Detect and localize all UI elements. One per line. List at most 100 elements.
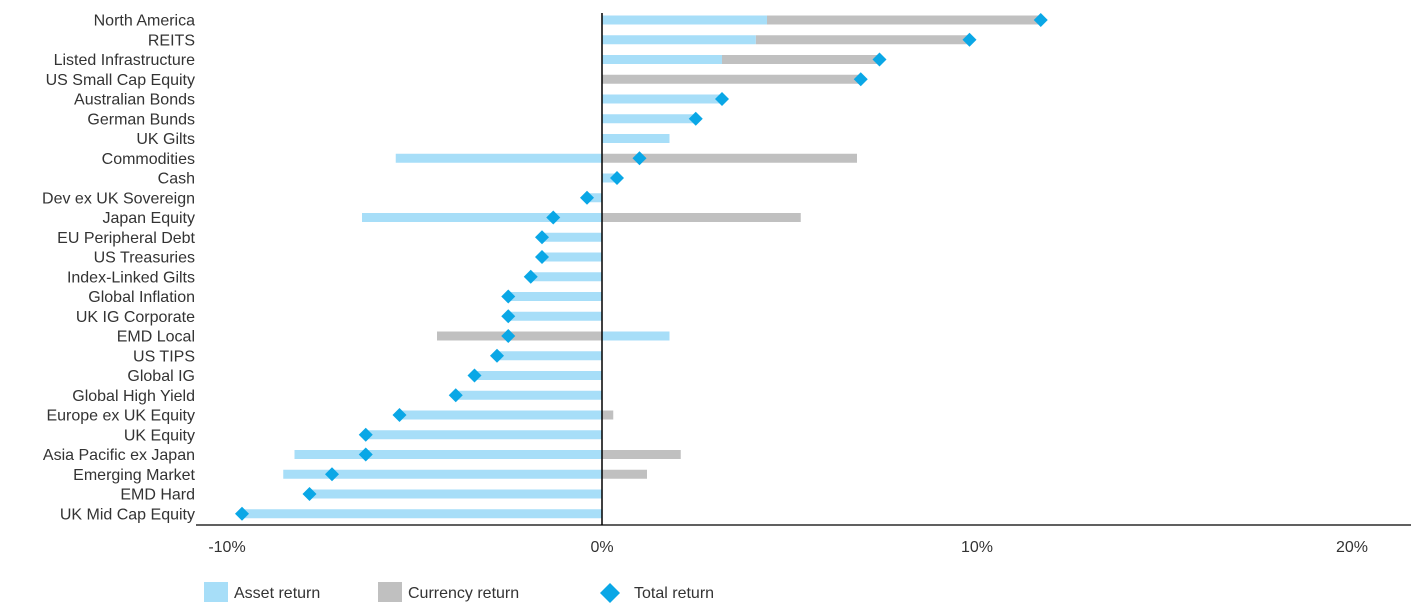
legend-currency-label: Currency return <box>408 585 519 602</box>
asset-bar <box>309 489 602 499</box>
category-label: Cash <box>158 171 195 188</box>
currency-bar <box>767 15 1041 25</box>
category-label: UK Mid Cap Equity <box>60 506 195 523</box>
category-label: Australian Bonds <box>74 92 195 109</box>
category-label: German Bunds <box>87 111 195 128</box>
category-label: EMD Local <box>117 329 195 346</box>
asset-bar <box>602 15 767 25</box>
category-label: Global High Yield <box>72 388 195 405</box>
asset-bar <box>602 134 670 143</box>
total-return-marker <box>523 269 538 284</box>
total-return-marker <box>535 230 549 245</box>
asset-bars <box>242 15 767 519</box>
category-label: EMD Hard <box>120 487 195 504</box>
category-label: Global IG <box>127 368 195 385</box>
category-label: UK Equity <box>124 427 195 444</box>
total-return-marker <box>853 72 868 87</box>
total-return-marker <box>610 171 624 185</box>
currency-bar <box>602 450 681 459</box>
asset-bar <box>530 272 602 282</box>
asset-bar <box>497 351 602 361</box>
total-return-marker <box>715 92 729 106</box>
asset-bar <box>508 311 602 321</box>
category-label: Global Inflation <box>88 289 195 306</box>
total-return-marker <box>580 190 594 205</box>
total-return-marker <box>632 151 647 166</box>
category-label: Index-Linked Gilts <box>67 269 195 286</box>
asset-bar <box>474 371 602 380</box>
currency-bars <box>437 15 1041 479</box>
total-return-marker <box>490 348 504 363</box>
asset-bar <box>365 430 602 440</box>
asset-bar <box>602 55 722 64</box>
legend-currency-swatch <box>378 582 402 602</box>
x-tick-label: 10% <box>961 539 993 556</box>
total-return-marker <box>501 289 516 304</box>
category-label: US TIPS <box>133 348 195 365</box>
category-label: Dev ex UK Sovereign <box>42 190 195 207</box>
total-return-marker <box>872 52 887 67</box>
total-return-marker <box>467 368 482 383</box>
currency-bar <box>437 331 602 341</box>
x-tick-label: 0% <box>590 539 613 556</box>
total-return-marker <box>688 111 703 126</box>
total-return-marker <box>448 388 463 403</box>
currency-bar <box>602 74 861 84</box>
asset-bar <box>602 35 756 45</box>
legend: Asset return Currency return Total retur… <box>204 582 714 603</box>
total-return-marker <box>235 506 249 521</box>
asset-bar <box>542 252 602 262</box>
asset-bar <box>602 173 617 183</box>
legend-asset-label: Asset return <box>234 585 320 602</box>
category-label: EU Peripheral Debt <box>57 230 195 247</box>
x-tick-labels: -10% 0% 10% 20% <box>208 539 1368 556</box>
legend-asset-swatch <box>204 582 228 602</box>
category-label: Emerging Market <box>73 467 195 484</box>
asset-bar <box>283 469 602 479</box>
category-label: UK IG Corporate <box>76 309 195 326</box>
category-label: US Treasuries <box>94 250 195 267</box>
total-return-marker <box>501 309 516 324</box>
asset-bar <box>242 509 602 519</box>
total-return-marker <box>501 329 516 343</box>
asset-bar <box>395 153 602 163</box>
total-return-marker <box>1033 13 1048 27</box>
x-tick-label: 20% <box>1336 539 1368 556</box>
category-label: REITS <box>148 32 195 49</box>
category-label: UK Gilts <box>136 131 195 148</box>
asset-bar <box>602 331 670 341</box>
total-return-markers <box>235 13 1048 521</box>
total-return-marker <box>392 408 407 422</box>
category-labels: North America REITS Listed Infrastructure U… <box>42 13 196 524</box>
currency-bar <box>602 153 857 163</box>
total-return-marker <box>535 250 549 264</box>
total-return-marker <box>962 32 977 47</box>
currency-bar <box>602 469 647 479</box>
category-label: Japan Equity <box>102 210 195 227</box>
x-tick-label: -10% <box>208 539 245 556</box>
category-label: North America <box>94 13 195 30</box>
currency-bar <box>602 213 801 222</box>
currency-bar <box>602 410 614 420</box>
total-return-marker <box>325 467 339 482</box>
legend-total-diamond <box>600 583 620 603</box>
category-label: US Small Cap Equity <box>46 72 195 89</box>
asset-bar <box>602 114 696 124</box>
asset-bar <box>542 232 602 242</box>
total-return-marker <box>358 447 373 462</box>
category-label: Listed Infrastructure <box>54 52 196 69</box>
category-label: Europe ex UK Equity <box>46 408 195 425</box>
asset-bar <box>399 410 602 420</box>
asset-bar <box>602 94 722 104</box>
asset-bar <box>587 193 602 203</box>
total-return-marker <box>302 487 317 501</box>
asset-bar <box>362 213 602 222</box>
category-label: Commodities <box>102 151 195 168</box>
asset-bar <box>294 450 602 459</box>
total-return-marker <box>358 427 373 442</box>
asset-bar <box>455 390 602 400</box>
legend-total-label: Total return <box>634 585 714 602</box>
currency-bar <box>722 55 880 64</box>
currency-bar <box>755 35 970 45</box>
